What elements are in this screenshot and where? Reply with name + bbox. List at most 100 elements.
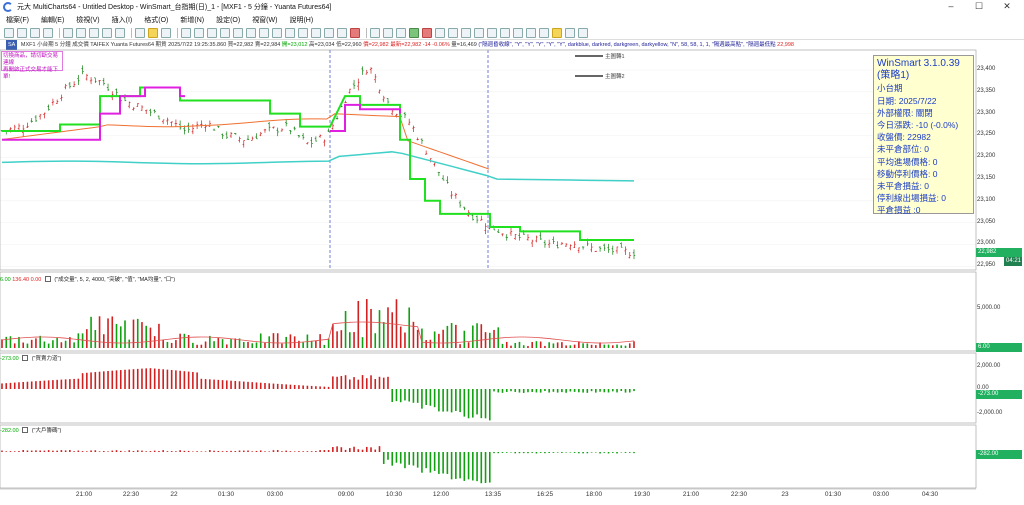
channel-icon[interactable] bbox=[337, 27, 347, 38]
big-player-bar bbox=[552, 452, 555, 453]
delete-icon[interactable] bbox=[350, 27, 360, 38]
chart-icon[interactable] bbox=[135, 27, 145, 38]
layout-icon[interactable] bbox=[102, 27, 112, 38]
paste-icon[interactable] bbox=[76, 27, 86, 38]
strategy-info-box[interactable]: WinSmart 3.1.0.39 (策略1) 小台期 日期: 2025/7/2… bbox=[873, 55, 974, 215]
report-icon[interactable] bbox=[565, 27, 575, 38]
big-player-bar bbox=[586, 452, 589, 454]
menu-help[interactable]: 說明(H) bbox=[289, 16, 314, 24]
trendline-icon[interactable] bbox=[233, 27, 243, 38]
scroll-right-icon[interactable] bbox=[461, 27, 471, 38]
volume-bar bbox=[442, 329, 444, 348]
big-player-bar bbox=[620, 452, 623, 453]
text-icon[interactable] bbox=[246, 27, 256, 38]
menu-edit[interactable]: 編輯(E) bbox=[40, 16, 65, 24]
settings-icon[interactable] bbox=[487, 27, 497, 38]
big-player-bar bbox=[595, 452, 597, 453]
print-icon[interactable] bbox=[43, 27, 53, 38]
menu-file[interactable]: 檔案(F) bbox=[6, 16, 29, 24]
panel-border bbox=[0, 352, 977, 424]
volume-bar bbox=[361, 337, 364, 348]
refresh-icon[interactable] bbox=[474, 27, 484, 38]
ask: 賣=22,984 bbox=[254, 42, 281, 48]
help-icon[interactable] bbox=[578, 27, 588, 38]
scroll-left-icon[interactable] bbox=[448, 27, 458, 38]
rect-icon[interactable] bbox=[311, 27, 321, 38]
ellipse-icon[interactable] bbox=[324, 27, 334, 38]
menu-format[interactable]: 格式(O) bbox=[144, 16, 169, 24]
indicator-icon[interactable] bbox=[148, 27, 158, 38]
export-icon[interactable] bbox=[539, 27, 549, 38]
volume-bar bbox=[628, 343, 631, 348]
symbol: MXF1 bbox=[20, 42, 36, 48]
cyan-average-line bbox=[1, 151, 635, 182]
hline-icon[interactable] bbox=[272, 27, 282, 38]
minimize-icon[interactable]: – bbox=[948, 1, 954, 11]
save-icon[interactable] bbox=[30, 27, 40, 38]
tile-icon[interactable] bbox=[115, 27, 125, 38]
force-bar bbox=[175, 370, 177, 389]
fib-icon[interactable] bbox=[298, 27, 308, 38]
sell-icon[interactable] bbox=[422, 27, 432, 38]
arrow-icon[interactable] bbox=[259, 27, 269, 38]
price-axis-label: 23,000 bbox=[977, 240, 996, 247]
crosshair-icon[interactable] bbox=[220, 27, 230, 38]
window-icon[interactable] bbox=[89, 27, 99, 38]
big-player-bar bbox=[285, 450, 287, 452]
open-icon[interactable] bbox=[17, 27, 27, 38]
toggle-checkbox[interactable] bbox=[22, 354, 29, 361]
volume-bar bbox=[217, 337, 220, 348]
volume-bar bbox=[518, 341, 521, 348]
menu-new[interactable]: 新增(N) bbox=[180, 16, 205, 24]
legend: 主圖轉1 主圖轉2 bbox=[575, 51, 625, 91]
volume-bar bbox=[607, 344, 610, 348]
strategy-icon[interactable] bbox=[552, 27, 562, 38]
volume-bar bbox=[302, 342, 304, 348]
force-bar bbox=[616, 389, 618, 393]
volume-bar bbox=[64, 340, 67, 348]
zoom-in-icon[interactable] bbox=[194, 27, 204, 38]
big-player-bar bbox=[264, 451, 266, 452]
menu-window[interactable]: 視窗(W) bbox=[252, 16, 278, 24]
toggle-checkbox[interactable] bbox=[44, 275, 51, 282]
force-bar bbox=[628, 389, 631, 393]
big-player-bar bbox=[90, 450, 92, 452]
force-bar bbox=[323, 386, 326, 389]
order-icon[interactable] bbox=[435, 27, 445, 38]
open: 開=23,012 bbox=[281, 42, 308, 48]
alert-icon[interactable] bbox=[513, 27, 523, 38]
big-player-bar bbox=[217, 450, 220, 452]
time-axis-label: 01:30 bbox=[217, 491, 235, 498]
big-player-bar bbox=[209, 450, 211, 452]
big-player-bar bbox=[268, 451, 271, 452]
new-icon[interactable] bbox=[4, 27, 14, 38]
bar-icon[interactable] bbox=[370, 27, 380, 38]
big-player-bar bbox=[128, 450, 131, 452]
force-bar bbox=[298, 385, 300, 389]
price-axis-label: 23,100 bbox=[977, 196, 996, 203]
force-bar bbox=[361, 375, 364, 389]
line-chart-icon[interactable] bbox=[396, 27, 406, 38]
cursor-icon[interactable] bbox=[181, 27, 191, 38]
grid-icon[interactable] bbox=[526, 27, 536, 38]
buy-icon[interactable] bbox=[409, 27, 419, 38]
candle-icon[interactable] bbox=[383, 27, 393, 38]
close-icon[interactable]: ✕ bbox=[1003, 1, 1011, 11]
toggle-checkbox[interactable] bbox=[22, 426, 29, 433]
status-badge[interactable]: SA bbox=[6, 40, 18, 50]
vline-icon[interactable] bbox=[285, 27, 295, 38]
force-bar bbox=[493, 389, 495, 392]
force-bar bbox=[141, 368, 143, 389]
menu-insert[interactable]: 插入(I) bbox=[111, 16, 133, 24]
volume-bar bbox=[22, 342, 25, 348]
copy-icon[interactable] bbox=[63, 27, 73, 38]
maximize-icon[interactable]: ☐ bbox=[974, 1, 984, 11]
menu-view[interactable]: 檢視(V) bbox=[76, 16, 100, 24]
dropdown-icon[interactable] bbox=[161, 27, 171, 38]
force-bar bbox=[259, 382, 262, 389]
big-player-bar bbox=[340, 447, 343, 452]
menu-settings[interactable]: 設定(O) bbox=[216, 16, 241, 24]
zoom-out-icon[interactable] bbox=[207, 27, 217, 38]
zoom-icon[interactable] bbox=[500, 27, 510, 38]
